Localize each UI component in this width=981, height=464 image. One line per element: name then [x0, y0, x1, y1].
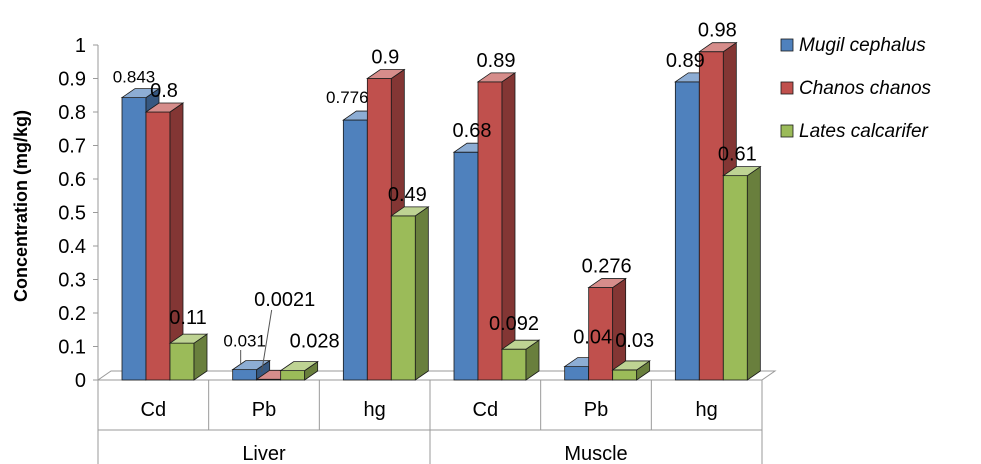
bar-lates-calcarifer [500, 339, 541, 381]
data-label: 0.8 [150, 80, 178, 102]
x-category-label: Cd [473, 399, 499, 421]
bar-lates-calcarifer [279, 360, 319, 381]
x-category-label: hg [364, 399, 386, 421]
leader-line [261, 309, 273, 373]
bar-side [414, 206, 429, 381]
y-tick-label: 0.2 [58, 303, 86, 325]
y-tick-label: 1 [75, 35, 86, 57]
bar-top [587, 278, 627, 288]
data-label: 0.68 [453, 120, 492, 142]
bar-front [121, 97, 147, 381]
data-label: 0.843 [113, 68, 156, 87]
bar-top [698, 42, 738, 53]
y-tick-label: 0.8 [58, 102, 86, 124]
legend-item: Chanos chanos [780, 78, 932, 99]
bar-front [145, 111, 171, 381]
data-label: 0.11 [169, 307, 206, 329]
bar-front [698, 51, 724, 381]
bar-top [390, 206, 430, 217]
bar-lates-calcarifer [390, 206, 430, 381]
x-category-label: Cd [141, 399, 167, 421]
data-label: 0.276 [582, 256, 632, 278]
legend: Mugil cephalus Chanos chanos Lates calcari… [780, 35, 932, 142]
x-group-label: Muscle [564, 443, 627, 464]
bar-front [588, 287, 614, 381]
bar-front [390, 215, 416, 381]
bar-front [169, 342, 195, 381]
legend-label: Lates calcarifer [799, 121, 929, 142]
data-label: 0.9 [371, 47, 399, 69]
legend-item: Lates calcarifer [780, 121, 929, 142]
legend-swatch [780, 124, 794, 138]
y-tick-label: 0.5 [58, 203, 86, 225]
legend-item: Mugil cephalus [780, 35, 926, 56]
data-label: 0.98 [698, 20, 737, 42]
bar-front [280, 370, 306, 381]
x-category-label: hg [696, 399, 718, 421]
bar-top [231, 360, 271, 371]
data-label: 0.092 [489, 313, 539, 335]
data-label: 0.89 [666, 50, 705, 72]
bar-lates-calcarifer [722, 165, 762, 381]
bar-top [500, 339, 541, 350]
legend-label: Chanos chanos [799, 78, 932, 99]
bar-mugil-cephalus [231, 359, 271, 381]
bar-top [611, 360, 651, 371]
y-tick-label: 0.3 [58, 270, 86, 292]
x-category-label: Pb [252, 399, 276, 421]
data-label: 0.776 [326, 88, 369, 107]
data-label: 0.028 [290, 331, 340, 353]
y-tick-label: 0.9 [58, 69, 86, 91]
bar-front [453, 151, 479, 381]
bar-top [366, 69, 406, 79]
data-label: 0.49 [388, 184, 427, 206]
bar-chanos-chanos [476, 72, 517, 381]
bar-side [746, 165, 761, 381]
bar-top [722, 166, 762, 177]
bar-top [168, 333, 209, 344]
bar-chanos-chanos [144, 102, 185, 381]
data-label: 0.89 [477, 50, 516, 72]
bar-front [674, 81, 700, 381]
data-label: 0.61 [718, 144, 757, 166]
bar-front [366, 78, 392, 381]
bars [120, 41, 762, 381]
bar-top [144, 102, 185, 113]
y-tick-label: 0 [75, 370, 86, 392]
y-tick-label: 0.6 [58, 169, 86, 191]
data-label: 0.04 [573, 327, 612, 349]
y-tick-label: 0.7 [58, 136, 86, 158]
bar-front [612, 369, 638, 381]
bar-top [279, 361, 319, 372]
x-group-label: Liver [242, 443, 286, 464]
data-label: 0.03 [615, 330, 654, 352]
bar-front [564, 366, 590, 381]
legend-swatch [780, 38, 794, 52]
x-category-label: Pb [584, 399, 608, 421]
bar-front [342, 119, 368, 381]
bar-front [477, 81, 503, 381]
y-tick-label: 0.4 [58, 236, 86, 258]
bar-chanos-chanos [587, 277, 627, 381]
bar-top [120, 88, 161, 98]
bar-front [501, 348, 527, 381]
y-axis-label: Concentration (mg/kg) [11, 110, 31, 302]
data-label: 0.031 [223, 332, 266, 351]
bar-front [232, 369, 258, 381]
legend-swatch [780, 81, 794, 95]
bar-lates-calcarifer [611, 360, 651, 381]
legend-label: Mugil cephalus [799, 35, 926, 56]
bar-front [722, 175, 748, 381]
bar-lates-calcarifer [168, 333, 209, 381]
data-label: 0.0021 [254, 289, 315, 311]
y-tick-label: 0.1 [58, 337, 86, 359]
bar-top [476, 72, 517, 83]
